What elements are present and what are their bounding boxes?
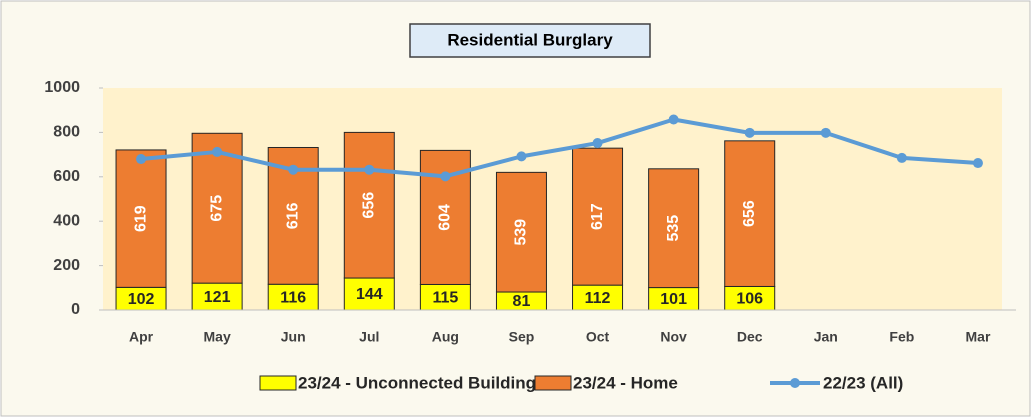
x-tick-label: Apr [129, 329, 154, 345]
data-label: 604 [437, 204, 454, 231]
legend-swatch [790, 378, 800, 388]
plot-area [103, 88, 1002, 310]
legend-label: 23/24 - Home [573, 373, 678, 392]
x-tick-label: Jan [814, 329, 838, 345]
bar-segment [648, 168, 700, 289]
line-marker [820, 127, 831, 138]
line-marker [440, 171, 451, 182]
line-marker [516, 151, 527, 162]
x-tick-label: May [204, 329, 231, 345]
line-marker [668, 114, 679, 125]
bar-segment [572, 147, 624, 286]
legend-swatch [259, 375, 297, 391]
data-label: 656 [741, 200, 758, 227]
data-label: 617 [589, 203, 606, 230]
line-marker [136, 154, 147, 165]
title-box [409, 23, 651, 58]
x-tick-label: Sep [509, 329, 535, 345]
y-tick-label: 600 [53, 168, 80, 185]
x-tick-label: Nov [660, 329, 687, 345]
y-tick-label: 400 [53, 212, 80, 229]
data-label: 115 [432, 289, 458, 306]
line-marker [288, 164, 299, 175]
y-tick-label: 200 [53, 257, 80, 274]
data-label: 102 [128, 291, 155, 308]
data-label: 121 [204, 289, 231, 306]
data-label: 144 [356, 286, 383, 303]
x-tick-label: Dec [737, 329, 763, 345]
x-tick-label: Feb [889, 329, 914, 345]
line-marker [896, 152, 907, 163]
bar-segment [724, 140, 776, 287]
x-tick-label: Aug [432, 329, 459, 345]
y-tick-label: 0 [71, 301, 80, 318]
legend-label: 22/23 (All) [823, 373, 903, 392]
data-label: 101 [660, 291, 687, 308]
bar-segment [115, 149, 167, 288]
legend-swatch [534, 375, 572, 391]
chart-title: Residential Burglary [447, 30, 613, 49]
x-tick-label: Jul [359, 329, 379, 345]
x-tick-label: Mar [966, 329, 991, 345]
y-tick-label: 800 [53, 124, 80, 141]
line [140, 117, 979, 179]
line-marker [744, 127, 755, 138]
line-marker [212, 146, 223, 157]
data-label: 616 [284, 202, 301, 229]
line-marker [972, 158, 983, 169]
data-label: 106 [736, 290, 763, 307]
data-label: 116 [280, 289, 306, 306]
bar-segment [191, 132, 243, 284]
data-label: 81 [513, 293, 531, 310]
data-label: 112 [585, 290, 611, 307]
line-marker [364, 164, 375, 175]
data-label: 539 [513, 219, 530, 246]
y-tick-label: 1000 [44, 79, 80, 96]
x-tick-label: Jun [281, 329, 306, 345]
legend-label: 23/24 - Unconnected Building [298, 373, 536, 392]
bar-segment [343, 131, 395, 279]
bar-segment [495, 171, 547, 293]
line-marker [592, 138, 603, 149]
data-label: 656 [361, 192, 378, 219]
data-label: 619 [132, 205, 149, 232]
data-label: 535 [665, 215, 682, 242]
data-label: 675 [208, 195, 225, 222]
x-tick-label: Oct [586, 329, 610, 345]
